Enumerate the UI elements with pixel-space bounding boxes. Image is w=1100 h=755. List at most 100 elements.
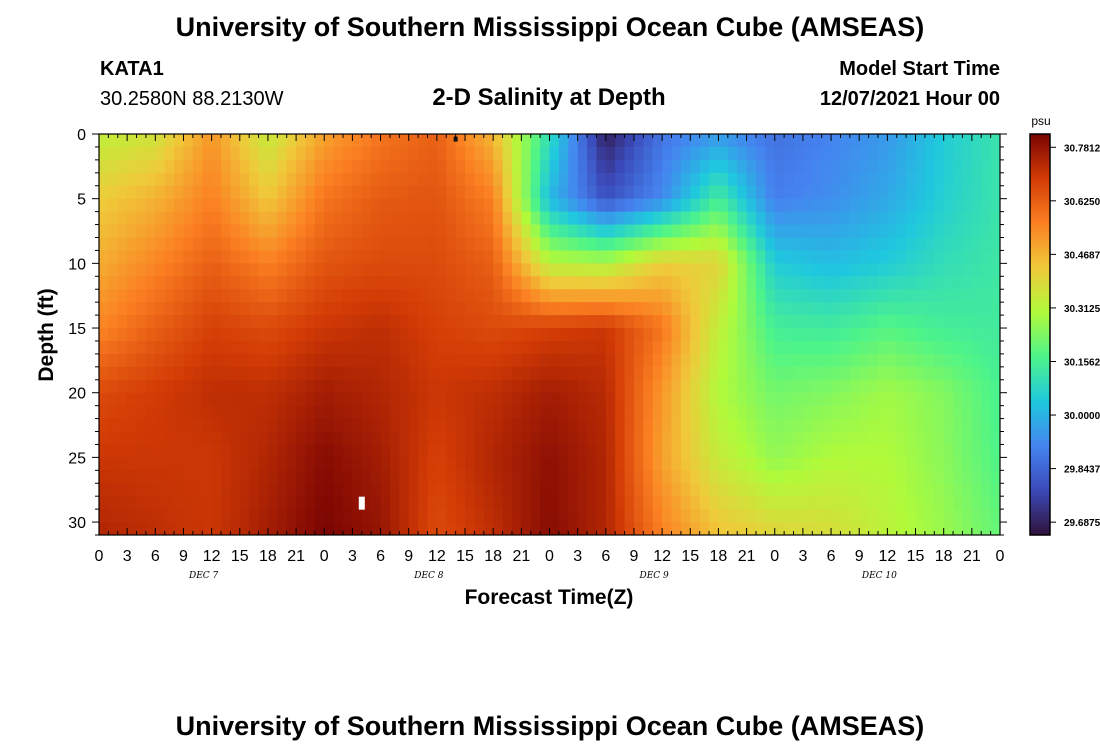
heatmap-cell bbox=[558, 496, 569, 510]
heatmap-cell bbox=[145, 315, 156, 329]
heatmap-cell bbox=[418, 159, 429, 174]
heatmap-cell bbox=[399, 457, 410, 471]
heatmap-cell bbox=[239, 276, 250, 290]
heatmap-cell bbox=[352, 353, 363, 368]
heatmap-cell bbox=[812, 185, 823, 200]
heatmap-cell bbox=[127, 302, 138, 316]
heatmap-cell bbox=[202, 509, 213, 523]
heatmap-cell bbox=[202, 366, 213, 381]
heatmap-cell bbox=[455, 263, 466, 277]
heatmap-cell bbox=[699, 457, 710, 471]
heatmap-cell bbox=[981, 444, 992, 458]
heatmap-cell bbox=[352, 289, 363, 303]
heatmap-cell bbox=[249, 418, 260, 433]
heatmap-cell bbox=[821, 328, 832, 342]
heatmap-cell bbox=[784, 353, 795, 368]
heatmap-cell bbox=[587, 237, 598, 252]
heatmap-cell bbox=[971, 289, 982, 303]
heatmap-cell bbox=[662, 302, 673, 316]
heatmap-cell bbox=[136, 185, 147, 200]
heatmap-cell bbox=[455, 328, 466, 342]
heatmap-cell bbox=[981, 224, 992, 239]
heatmap-cell bbox=[568, 134, 579, 148]
heatmap-cell bbox=[455, 211, 466, 226]
heatmap-cell bbox=[652, 146, 663, 161]
heatmap-cell bbox=[887, 418, 898, 433]
heatmap-cell bbox=[596, 328, 607, 342]
heatmap-cell bbox=[596, 509, 607, 523]
heatmap-cell bbox=[286, 134, 297, 148]
heatmap-cell bbox=[812, 379, 823, 394]
heatmap-cell bbox=[671, 134, 682, 148]
heatmap-cell bbox=[859, 418, 870, 433]
heatmap-cell bbox=[455, 172, 466, 187]
heatmap-cell bbox=[465, 444, 476, 458]
heatmap-cell bbox=[671, 237, 682, 252]
heatmap-cell bbox=[155, 315, 166, 329]
heatmap-cell bbox=[896, 185, 907, 200]
heatmap-cell bbox=[155, 509, 166, 523]
heatmap-cell bbox=[934, 509, 945, 523]
heatmap-cell bbox=[549, 172, 560, 187]
heatmap-cell bbox=[699, 302, 710, 316]
heatmap-cell bbox=[352, 509, 363, 523]
heatmap-cell bbox=[436, 263, 447, 277]
heatmap-cell bbox=[812, 263, 823, 277]
heatmap-cell bbox=[877, 224, 888, 239]
heatmap-cell bbox=[868, 315, 879, 329]
heatmap-cell bbox=[249, 159, 260, 174]
heatmap-cell bbox=[380, 224, 391, 239]
heatmap-cell bbox=[530, 328, 541, 342]
heatmap-cell bbox=[155, 224, 166, 239]
heatmap-cell bbox=[727, 470, 738, 484]
heatmap-cell bbox=[418, 405, 429, 420]
heatmap-cell bbox=[812, 237, 823, 252]
heatmap-cell bbox=[746, 483, 757, 497]
heatmap-cell bbox=[530, 185, 541, 200]
heatmap-cell bbox=[802, 172, 813, 187]
heatmap-cell bbox=[164, 198, 175, 213]
heatmap-cell bbox=[849, 379, 860, 394]
heatmap-cell bbox=[962, 159, 973, 174]
heatmap-cell bbox=[605, 315, 616, 329]
heatmap-cell bbox=[493, 224, 504, 239]
heatmap-cell bbox=[352, 457, 363, 471]
heatmap-cell bbox=[652, 418, 663, 433]
heatmap-cell bbox=[831, 522, 842, 535]
heatmap-cell bbox=[343, 444, 354, 458]
heatmap-cell bbox=[380, 185, 391, 200]
heatmap-cell bbox=[690, 250, 701, 264]
heatmap-cell bbox=[680, 405, 691, 420]
heatmap-cell bbox=[812, 353, 823, 368]
heatmap-cell bbox=[352, 146, 363, 161]
heatmap-cell bbox=[755, 315, 766, 329]
heatmap-cell bbox=[690, 405, 701, 420]
heatmap-cell bbox=[812, 418, 823, 433]
heatmap-cell bbox=[99, 172, 109, 187]
heatmap-cell bbox=[896, 509, 907, 523]
heatmap-cell bbox=[755, 509, 766, 523]
heatmap-cell bbox=[793, 431, 804, 446]
heatmap-cell bbox=[699, 211, 710, 226]
heatmap-cell bbox=[99, 522, 109, 535]
heatmap-cell bbox=[352, 483, 363, 497]
heatmap-cell bbox=[418, 315, 429, 329]
heatmap-cell bbox=[549, 224, 560, 239]
heatmap-cell bbox=[793, 366, 804, 381]
heatmap-cell bbox=[277, 224, 288, 239]
heatmap-cell bbox=[849, 457, 860, 471]
heatmap-cell bbox=[831, 509, 842, 523]
heatmap-cell bbox=[267, 483, 278, 497]
heatmap-cell bbox=[605, 470, 616, 484]
heatmap-cell bbox=[605, 418, 616, 433]
heatmap-cell bbox=[239, 392, 250, 407]
heatmap-cell bbox=[436, 509, 447, 523]
heatmap-cell bbox=[343, 250, 354, 264]
heatmap-cell bbox=[155, 379, 166, 394]
heatmap-cell bbox=[549, 237, 560, 252]
heatmap-cell bbox=[934, 431, 945, 446]
heatmap-cell bbox=[361, 250, 372, 264]
heatmap-cell bbox=[915, 392, 926, 407]
heatmap-cell bbox=[427, 302, 438, 316]
heatmap-cell bbox=[596, 444, 607, 458]
